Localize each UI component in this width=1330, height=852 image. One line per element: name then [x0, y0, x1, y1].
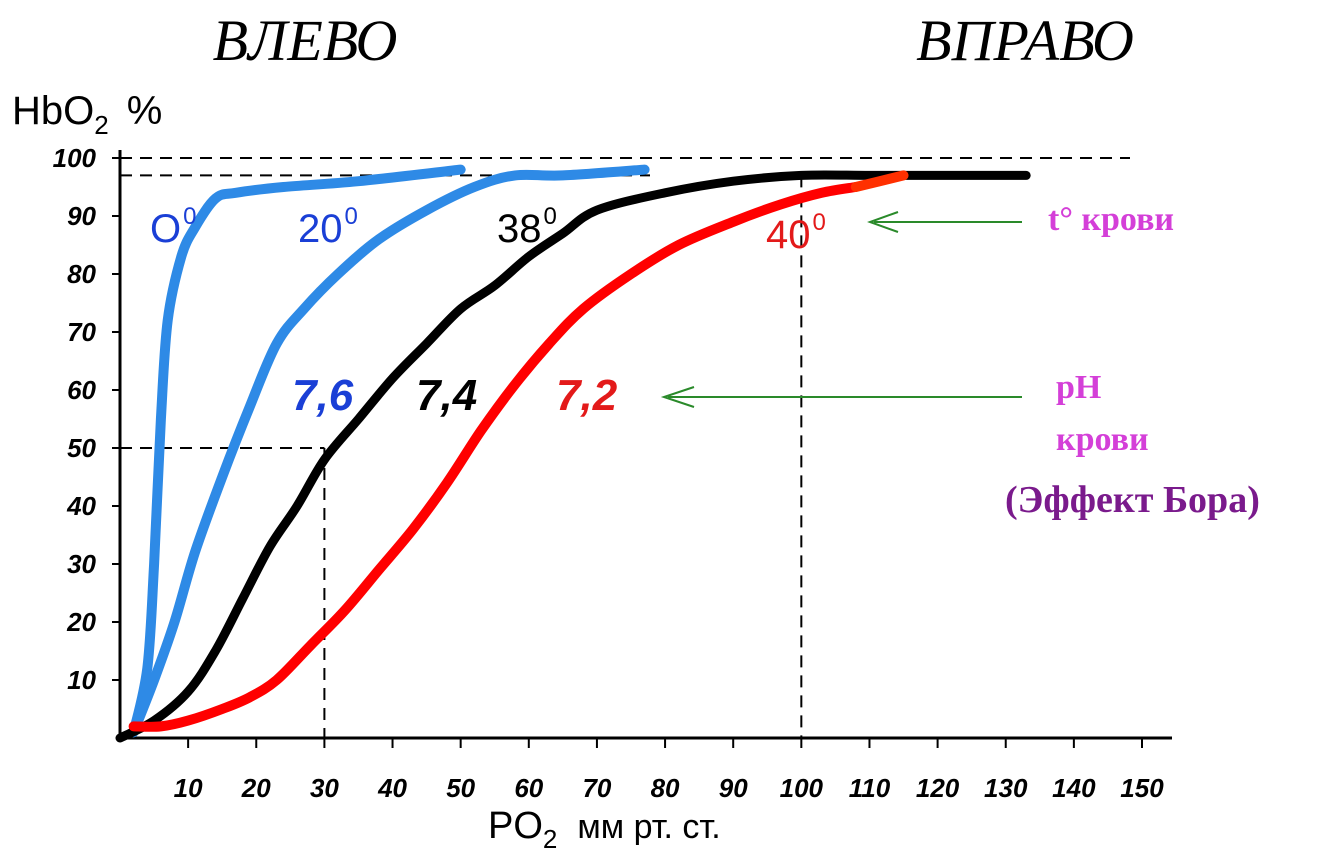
- series-line-2: [115, 170, 1031, 743]
- x-tick-label-120: 120: [916, 773, 960, 803]
- ph-note-line2: крови: [1056, 421, 1149, 458]
- x-tick-label-110: 110: [849, 773, 891, 803]
- left-shift-label: ВЛЕВО: [213, 8, 398, 73]
- x-axis-title: PO2 мм рт. ст.: [488, 805, 721, 852]
- x-tick-label-50: 50: [446, 773, 475, 803]
- y-tick-label-80: 80: [67, 259, 96, 289]
- ph-label-2: 7,2: [556, 371, 618, 420]
- temp-label-degree: 0: [345, 203, 358, 230]
- temp-label-0: O0: [150, 203, 196, 251]
- y-tick-label-30: 30: [67, 549, 96, 579]
- y-tick-label-10: 10: [67, 665, 96, 695]
- ph-note-line1: pH: [1056, 369, 1101, 406]
- guide-lines: [120, 157, 1130, 738]
- bohr-effect-note: (Эффект Бора): [1005, 479, 1260, 521]
- x-tick-label-100: 100: [780, 773, 824, 803]
- y-axis-title-unit: %: [127, 89, 163, 133]
- y-tick-label-50: 50: [67, 433, 96, 463]
- temp-label-2: 380: [497, 203, 557, 251]
- series-group: [115, 164, 1031, 743]
- series-line-1: [128, 164, 650, 738]
- x-axis-title-sub: 2: [543, 824, 557, 852]
- temperature-note: t° крови: [867, 201, 1174, 238]
- x-tick-label-60: 60: [514, 773, 543, 803]
- series-line-3: [128, 182, 861, 732]
- temp-label-value: O: [150, 207, 181, 251]
- x-tick-label-140: 140: [1052, 773, 1096, 803]
- temp-label-value: 20: [298, 207, 343, 251]
- x-axis-title-unit: мм рт. ст.: [577, 808, 720, 846]
- temp-label-value: 38: [497, 207, 542, 251]
- x-tick-label-30: 30: [310, 773, 339, 803]
- y-tick-label-100: 100: [53, 143, 97, 173]
- temperature-note-text: t° крови: [1048, 201, 1174, 238]
- series-line-4: [850, 170, 909, 192]
- right-shift-label: ВПРАВО: [916, 8, 1134, 73]
- y-tick-label-20: 20: [66, 607, 96, 637]
- temperature-arrow-head: [867, 211, 899, 233]
- y-tick-label-90: 90: [67, 201, 96, 231]
- x-tick-label-10: 10: [174, 773, 203, 803]
- y-axis-title: HbO2%: [12, 89, 162, 140]
- temp-label-degree: 0: [813, 209, 826, 236]
- x-tick-label-40: 40: [377, 773, 407, 803]
- x-axis-title-main: PO: [488, 805, 543, 847]
- x-tick-label-130: 130: [984, 773, 1028, 803]
- ph-label-0: 7,6: [292, 371, 354, 420]
- y-axis-title-main: HbO: [12, 89, 94, 133]
- temp-label-1: 200: [298, 203, 358, 251]
- x-tick-label-20: 20: [241, 773, 271, 803]
- ph-label-1: 7,4: [416, 371, 477, 420]
- axes: 10 20 30 40 50 60 70 80 90 100 110 120 130 140 150 10 20…: [53, 143, 1172, 803]
- y-axis-title-sub: 2: [94, 110, 108, 140]
- y-tick-label-40: 40: [66, 491, 96, 521]
- temp-label-degree: 0: [183, 203, 196, 230]
- x-tick-label-80: 80: [651, 773, 680, 803]
- y-tick-label-60: 60: [67, 375, 96, 405]
- temp-label-3: 400: [766, 209, 826, 257]
- x-tick-label-90: 90: [719, 773, 748, 803]
- series-line-0: [128, 164, 466, 738]
- y-tick-label-70: 70: [67, 317, 96, 347]
- temp-label-value: 40: [766, 213, 811, 257]
- x-tick-label-150: 150: [1120, 773, 1164, 803]
- ph-note: pH крови: [660, 369, 1149, 458]
- temp-label-degree: 0: [544, 203, 557, 230]
- ph-arrow-head: [660, 386, 695, 408]
- x-tick-label-70: 70: [582, 773, 611, 803]
